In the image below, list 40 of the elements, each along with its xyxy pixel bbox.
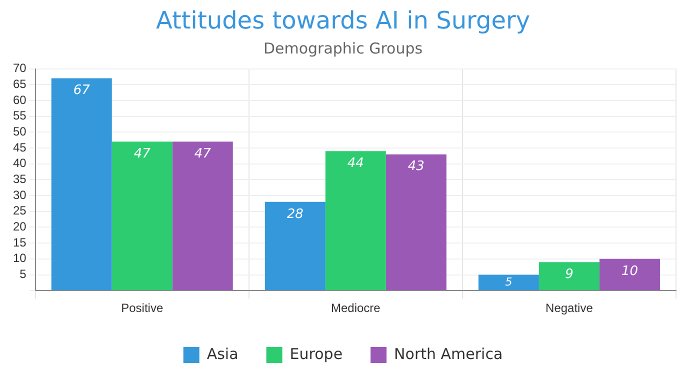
x-tick-label: Negative: [546, 301, 594, 316]
chart-title: Attitudes towards AI in Surgery: [156, 6, 530, 35]
legend-label: Asia: [206, 344, 238, 363]
bar: [478, 274, 539, 290]
x-tick-label: Mediocre: [330, 301, 381, 316]
data-label: 9: [565, 266, 574, 282]
bar: [538, 262, 600, 290]
data-label: 44: [347, 156, 364, 172]
data-label: 67: [73, 83, 91, 98]
legend-label: North America: [394, 344, 503, 363]
data-label: 47: [134, 146, 152, 162]
data-label: 5: [505, 275, 512, 288]
legend-label: Europe: [290, 344, 343, 363]
data-label: 10: [621, 264, 638, 279]
chart-subtitle: Demographic Groups: [263, 40, 423, 58]
bar: [51, 78, 112, 290]
y-tick-label: 55: [12, 108, 27, 123]
y-tick-label: 20: [12, 220, 27, 234]
bar: [264, 202, 326, 290]
y-tick-label: 30: [12, 188, 27, 202]
bar: [172, 142, 233, 290]
y-tick-label: 10: [12, 251, 27, 266]
x-tick-label: Positive: [121, 301, 164, 316]
bar: [112, 142, 172, 290]
data-label: 43: [408, 159, 424, 174]
y-tick-label: 40: [12, 156, 27, 170]
data-label: 28: [286, 206, 304, 222]
y-tick-label: 65: [12, 76, 27, 91]
y-tick-label: 70: [12, 61, 27, 76]
y-tick-label: 45: [12, 140, 27, 154]
y-tick-label: 25: [12, 204, 27, 218]
bar: [386, 154, 446, 290]
y-tick-label: 15: [12, 235, 27, 250]
y-tick-label: 5: [20, 267, 27, 282]
bar: [599, 258, 660, 290]
y-tick-label: 35: [12, 172, 27, 186]
bar: [325, 151, 386, 290]
data-label: 47: [194, 146, 212, 162]
y-tick-label: 60: [12, 92, 27, 107]
y-tick-label: 50: [12, 124, 27, 138]
